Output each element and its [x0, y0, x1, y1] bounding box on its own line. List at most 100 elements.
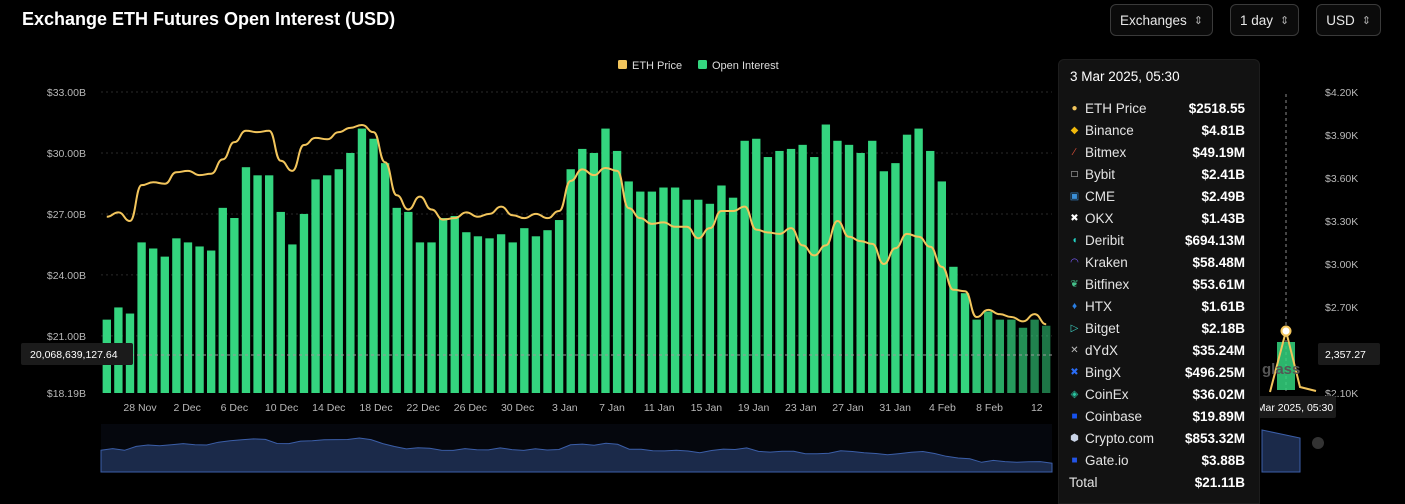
open-interest-bar[interactable]	[380, 163, 390, 393]
open-interest-bar[interactable]	[311, 179, 320, 393]
open-interest-bar[interactable]	[427, 242, 436, 393]
htx-icon: ♦	[1071, 300, 1078, 312]
open-interest-bar[interactable]	[462, 232, 471, 393]
open-interest-bar[interactable]	[705, 203, 715, 393]
open-interest-bar[interactable]	[659, 187, 668, 393]
open-interest-bar[interactable]	[554, 220, 564, 393]
open-interest-bar[interactable]	[728, 197, 738, 393]
open-interest-bar[interactable]	[694, 199, 703, 393]
open-interest-bar[interactable]	[589, 152, 599, 393]
open-interest-bar[interactable]	[508, 242, 517, 393]
open-interest-bar[interactable]	[1018, 327, 1028, 393]
open-interest-bar[interactable]	[833, 140, 842, 393]
open-interest-bar[interactable]	[798, 144, 807, 393]
open-interest-bar[interactable]	[218, 207, 227, 393]
open-interest-bar[interactable]	[868, 140, 877, 393]
open-interest-bar[interactable]	[775, 150, 784, 393]
open-interest-bar[interactable]	[334, 169, 343, 393]
open-interest-bar[interactable]	[612, 150, 622, 393]
open-interest-bar[interactable]	[230, 218, 239, 393]
open-interest-bar[interactable]	[264, 175, 274, 393]
open-interest-bar[interactable]	[914, 128, 923, 394]
open-interest-bar[interactable]	[763, 157, 773, 393]
open-interest-bar[interactable]	[357, 128, 367, 394]
open-interest-bar[interactable]	[879, 171, 889, 393]
open-interest-bar[interactable]	[1030, 319, 1039, 393]
open-interest-bar[interactable]	[972, 319, 981, 393]
open-interest-bar[interactable]	[369, 138, 378, 393]
tooltip-row-value: $53.61M	[1192, 276, 1245, 292]
open-interest-bar[interactable]	[276, 211, 285, 393]
open-interest-bar[interactable]	[937, 181, 946, 393]
interval-select[interactable]: 1 day ⇕	[1230, 4, 1300, 36]
tooltip-row-label: Coinbase	[1085, 408, 1143, 424]
open-interest-bar[interactable]	[485, 238, 494, 393]
open-interest-bar[interactable]	[566, 169, 575, 393]
open-interest-bar[interactable]	[183, 242, 193, 393]
open-interest-bar[interactable]	[891, 163, 900, 393]
open-interest-bar[interactable]	[195, 246, 204, 393]
open-interest-bar[interactable]	[1007, 319, 1016, 393]
open-interest-bar[interactable]	[160, 256, 169, 393]
open-interest-bar[interactable]	[531, 236, 541, 393]
open-interest-bar[interactable]	[322, 175, 332, 393]
open-interest-bar[interactable]	[253, 175, 262, 393]
open-interest-bar[interactable]	[647, 191, 657, 393]
open-interest-bar[interactable]	[740, 140, 749, 393]
open-interest-bar[interactable]	[450, 215, 459, 393]
open-interest-bar[interactable]	[636, 191, 645, 393]
open-interest-bar[interactable]	[520, 228, 529, 393]
open-interest-bar[interactable]	[438, 218, 448, 393]
cme-icon: ▣	[1069, 190, 1080, 202]
open-interest-bar[interactable]	[473, 236, 483, 393]
open-interest-bar[interactable]	[137, 242, 146, 393]
open-interest-bar[interactable]	[346, 152, 355, 393]
open-interest-bar[interactable]	[717, 185, 726, 393]
open-interest-bar[interactable]	[960, 293, 970, 393]
open-interest-bar[interactable]	[926, 150, 935, 393]
open-interest-bar[interactable]	[670, 187, 680, 393]
open-interest-bar[interactable]	[601, 128, 610, 394]
tooltip-row-kraken: ◠ Kraken $58.48M	[1069, 251, 1249, 273]
open-interest-bar[interactable]	[299, 213, 309, 393]
open-interest-bar[interactable]	[949, 266, 958, 393]
currency-select[interactable]: USD ⇕	[1316, 4, 1381, 36]
open-interest-bar[interactable]	[821, 124, 831, 394]
open-interest-bar[interactable]	[241, 167, 251, 393]
crosshair-right-label-box	[1318, 343, 1380, 365]
open-interest-bar[interactable]	[984, 311, 993, 393]
exchanges-select[interactable]: Exchanges ⇕	[1110, 4, 1214, 36]
open-interest-bar[interactable]	[543, 230, 552, 393]
deribit-icon: ◖	[1071, 234, 1078, 246]
open-interest-bar[interactable]	[844, 144, 854, 393]
open-interest-bar[interactable]	[404, 211, 413, 393]
x-axis-tick-label: 14 Dec	[312, 402, 345, 414]
open-interest-bar[interactable]	[288, 244, 297, 393]
open-interest-bar[interactable]	[1042, 325, 1051, 393]
open-interest-bar[interactable]	[415, 242, 425, 393]
open-interest-bar[interactable]	[1277, 342, 1295, 390]
navigator-handle[interactable]	[1312, 437, 1324, 449]
open-interest-bar[interactable]	[902, 134, 912, 394]
open-interest-bar[interactable]	[810, 157, 819, 393]
open-interest-bar[interactable]	[856, 152, 865, 393]
legend-label-open-interest[interactable]: Open Interest	[712, 60, 779, 72]
open-interest-bar[interactable]	[995, 319, 1004, 393]
legend-label-eth-price[interactable]: ETH Price	[632, 60, 682, 72]
open-interest-bar[interactable]	[172, 238, 181, 393]
tooltip-row-label: Kraken	[1085, 254, 1128, 270]
open-interest-bar[interactable]	[149, 248, 158, 393]
open-interest-bar[interactable]	[207, 250, 216, 393]
open-interest-bar[interactable]	[752, 138, 761, 393]
eth-price-line[interactable]	[106, 123, 1047, 326]
open-interest-bar[interactable]	[392, 207, 401, 393]
crosshair-left-label-box	[21, 343, 133, 365]
right-axis-tick-label: $3.30K	[1325, 216, 1358, 228]
open-interest-bar[interactable]	[624, 181, 633, 393]
open-interest-bar[interactable]	[682, 199, 691, 393]
open-interest-bar[interactable]	[786, 148, 796, 393]
open-interest-bar[interactable]	[496, 234, 506, 393]
open-interest-bar[interactable]	[578, 148, 587, 393]
tooltip-total-row: Total $21.11B	[1069, 471, 1249, 493]
